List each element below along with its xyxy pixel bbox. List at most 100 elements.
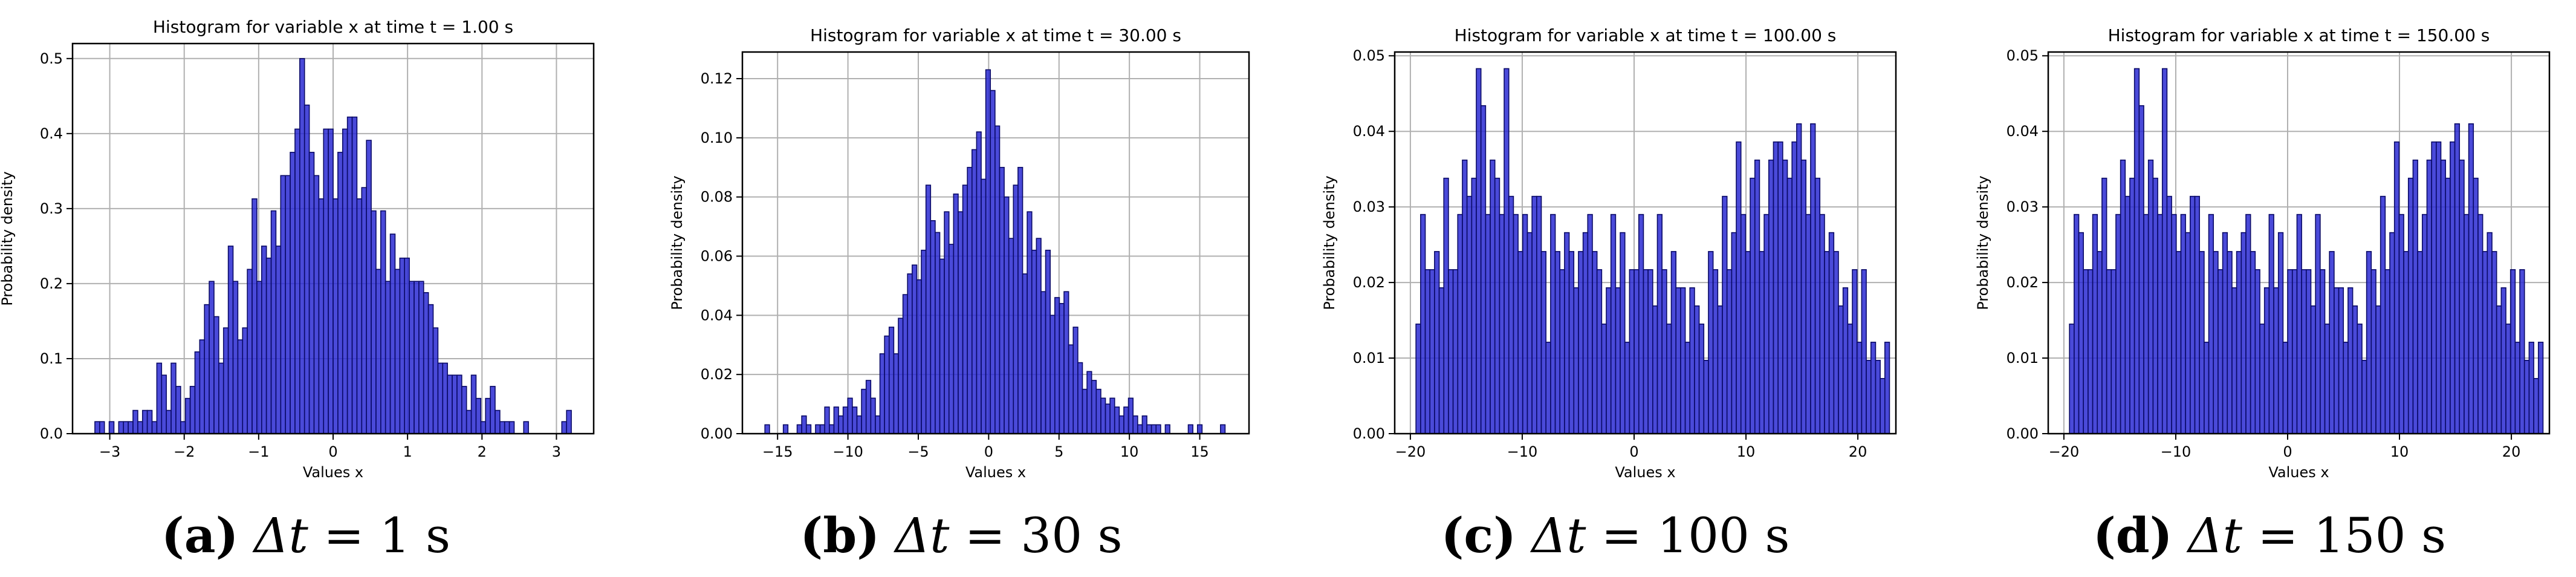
histogram-bar <box>333 198 339 434</box>
histogram-bar <box>222 327 229 434</box>
histogram-bar <box>280 175 286 434</box>
histogram-bar <box>1856 342 1863 434</box>
histogram-bar <box>1100 397 1106 434</box>
histogram-bar <box>1786 177 1792 434</box>
histogram-bar <box>1573 287 1579 434</box>
histogram-bar <box>313 175 320 434</box>
x-tick-label: −20 <box>2049 443 2080 460</box>
histogram-bar <box>1708 251 1714 434</box>
histogram-bar <box>847 397 853 434</box>
histogram-bar <box>1082 388 1088 434</box>
chart-panel-d: −20 −10 0 10 20 0.00 0.01 0.02 0.03 0.04 0.05 Histo… <box>1974 25 2551 481</box>
histogram-bar <box>1517 251 1523 434</box>
histogram-bar <box>1568 251 1575 434</box>
histogram-bar <box>303 104 310 434</box>
histogram-bar <box>1531 195 1537 434</box>
histogram-bar <box>1647 269 1653 434</box>
histogram-bar <box>2245 214 2251 434</box>
histogram-bar <box>2268 214 2274 434</box>
histogram-bar <box>2514 342 2520 434</box>
histogram-bar <box>1819 214 1825 434</box>
histogram-bar <box>1684 342 1691 434</box>
histogram-bar <box>389 233 396 434</box>
histogram-bar <box>944 211 950 434</box>
histogram-bar <box>2537 342 2544 434</box>
histogram-bar <box>2147 159 2154 434</box>
x-tick-label: 10 <box>1737 443 1756 460</box>
histogram-bar <box>2157 214 2163 434</box>
histogram-bar <box>2133 68 2140 434</box>
chart-panel-b: −15 −10 −5 0 5 10 15 0.00 0.02 0.04 0.06 0.08 0.10 0.… <box>669 25 1250 481</box>
caption-symbol: Δt <box>1531 507 1586 564</box>
histogram-bar <box>2282 342 2288 434</box>
x-tick-label: 3 <box>552 443 561 460</box>
histogram-bar <box>2306 269 2312 434</box>
histogram-bar <box>499 421 505 434</box>
histogram-bar <box>470 374 477 434</box>
histogram-bar <box>409 281 415 434</box>
histogram-bar <box>2459 159 2465 434</box>
histogram-bar <box>948 244 955 434</box>
histogram-bar <box>1833 251 1839 434</box>
histogram-bar <box>782 424 789 434</box>
histogram-bar <box>1694 305 1700 434</box>
histogram-bar <box>132 409 138 434</box>
histogram-bar <box>2287 269 2293 434</box>
x-axis-label: Values x <box>1615 464 1675 481</box>
histogram-bar <box>1031 249 1037 434</box>
histogram-bar <box>294 128 300 434</box>
histogram-bar <box>1536 195 1542 434</box>
histogram-bar <box>1740 214 1747 434</box>
histogram-bar <box>2259 324 2265 434</box>
histogram-bar <box>912 264 918 434</box>
histogram-bar <box>2240 232 2247 434</box>
y-tick-label: 0.00 <box>701 425 733 442</box>
histogram-bar <box>1870 342 1877 434</box>
histogram-bar <box>967 166 973 434</box>
x-axis-label: Values x <box>965 464 1026 481</box>
histogram-bar <box>323 128 329 434</box>
histogram-bar <box>1146 424 1152 434</box>
x-tick-label: −2 <box>174 443 195 460</box>
histogram-bar <box>1063 291 1069 434</box>
histogram-bar <box>265 257 272 434</box>
histogram-bar <box>394 269 401 434</box>
histogram-bar <box>1750 177 1756 434</box>
histogram-bar <box>299 58 305 434</box>
histogram-bar <box>247 269 253 434</box>
y-tick-label: 0.06 <box>701 248 733 265</box>
histogram-bar <box>2482 251 2488 434</box>
histogram-bar <box>1620 232 1626 434</box>
histogram-bar <box>916 279 922 434</box>
y-tick-label: 0.2 <box>40 275 63 292</box>
histogram-bar <box>2533 377 2539 434</box>
y-tick-label: 0.3 <box>40 200 63 217</box>
histogram-bar <box>2431 141 2437 434</box>
histogram-bar <box>275 246 282 434</box>
histogram-bar <box>1550 214 1556 434</box>
histogram-bar <box>108 421 115 434</box>
histogram-bar <box>2370 269 2376 434</box>
histogram-bar <box>1054 297 1060 434</box>
histogram-bar <box>838 415 844 434</box>
histogram-bar <box>146 409 153 434</box>
histogram-bar <box>2338 287 2344 434</box>
histogram-bar <box>1137 424 1143 434</box>
histogram-bar <box>1559 269 1565 434</box>
histogram-bar <box>1485 214 1491 434</box>
histogram-bar <box>447 374 453 434</box>
chart-title: Histogram for variable x at time t = 150… <box>2108 25 2490 45</box>
histogram-bar <box>356 198 363 434</box>
histogram-bar <box>166 409 172 434</box>
histogram-bar <box>118 421 125 434</box>
histogram-bar <box>2199 251 2205 434</box>
histogram-bar <box>870 397 876 434</box>
histogram-bar <box>2227 251 2233 434</box>
histogram-bar <box>1712 269 1719 434</box>
histogram-bar <box>2454 123 2461 434</box>
y-tick-label: 0.00 <box>1353 425 1385 442</box>
histogram-bar <box>2393 141 2400 434</box>
histogram-bar <box>366 140 372 434</box>
histogram-bar <box>404 257 410 434</box>
x-axis-label: Values x <box>2268 464 2329 481</box>
